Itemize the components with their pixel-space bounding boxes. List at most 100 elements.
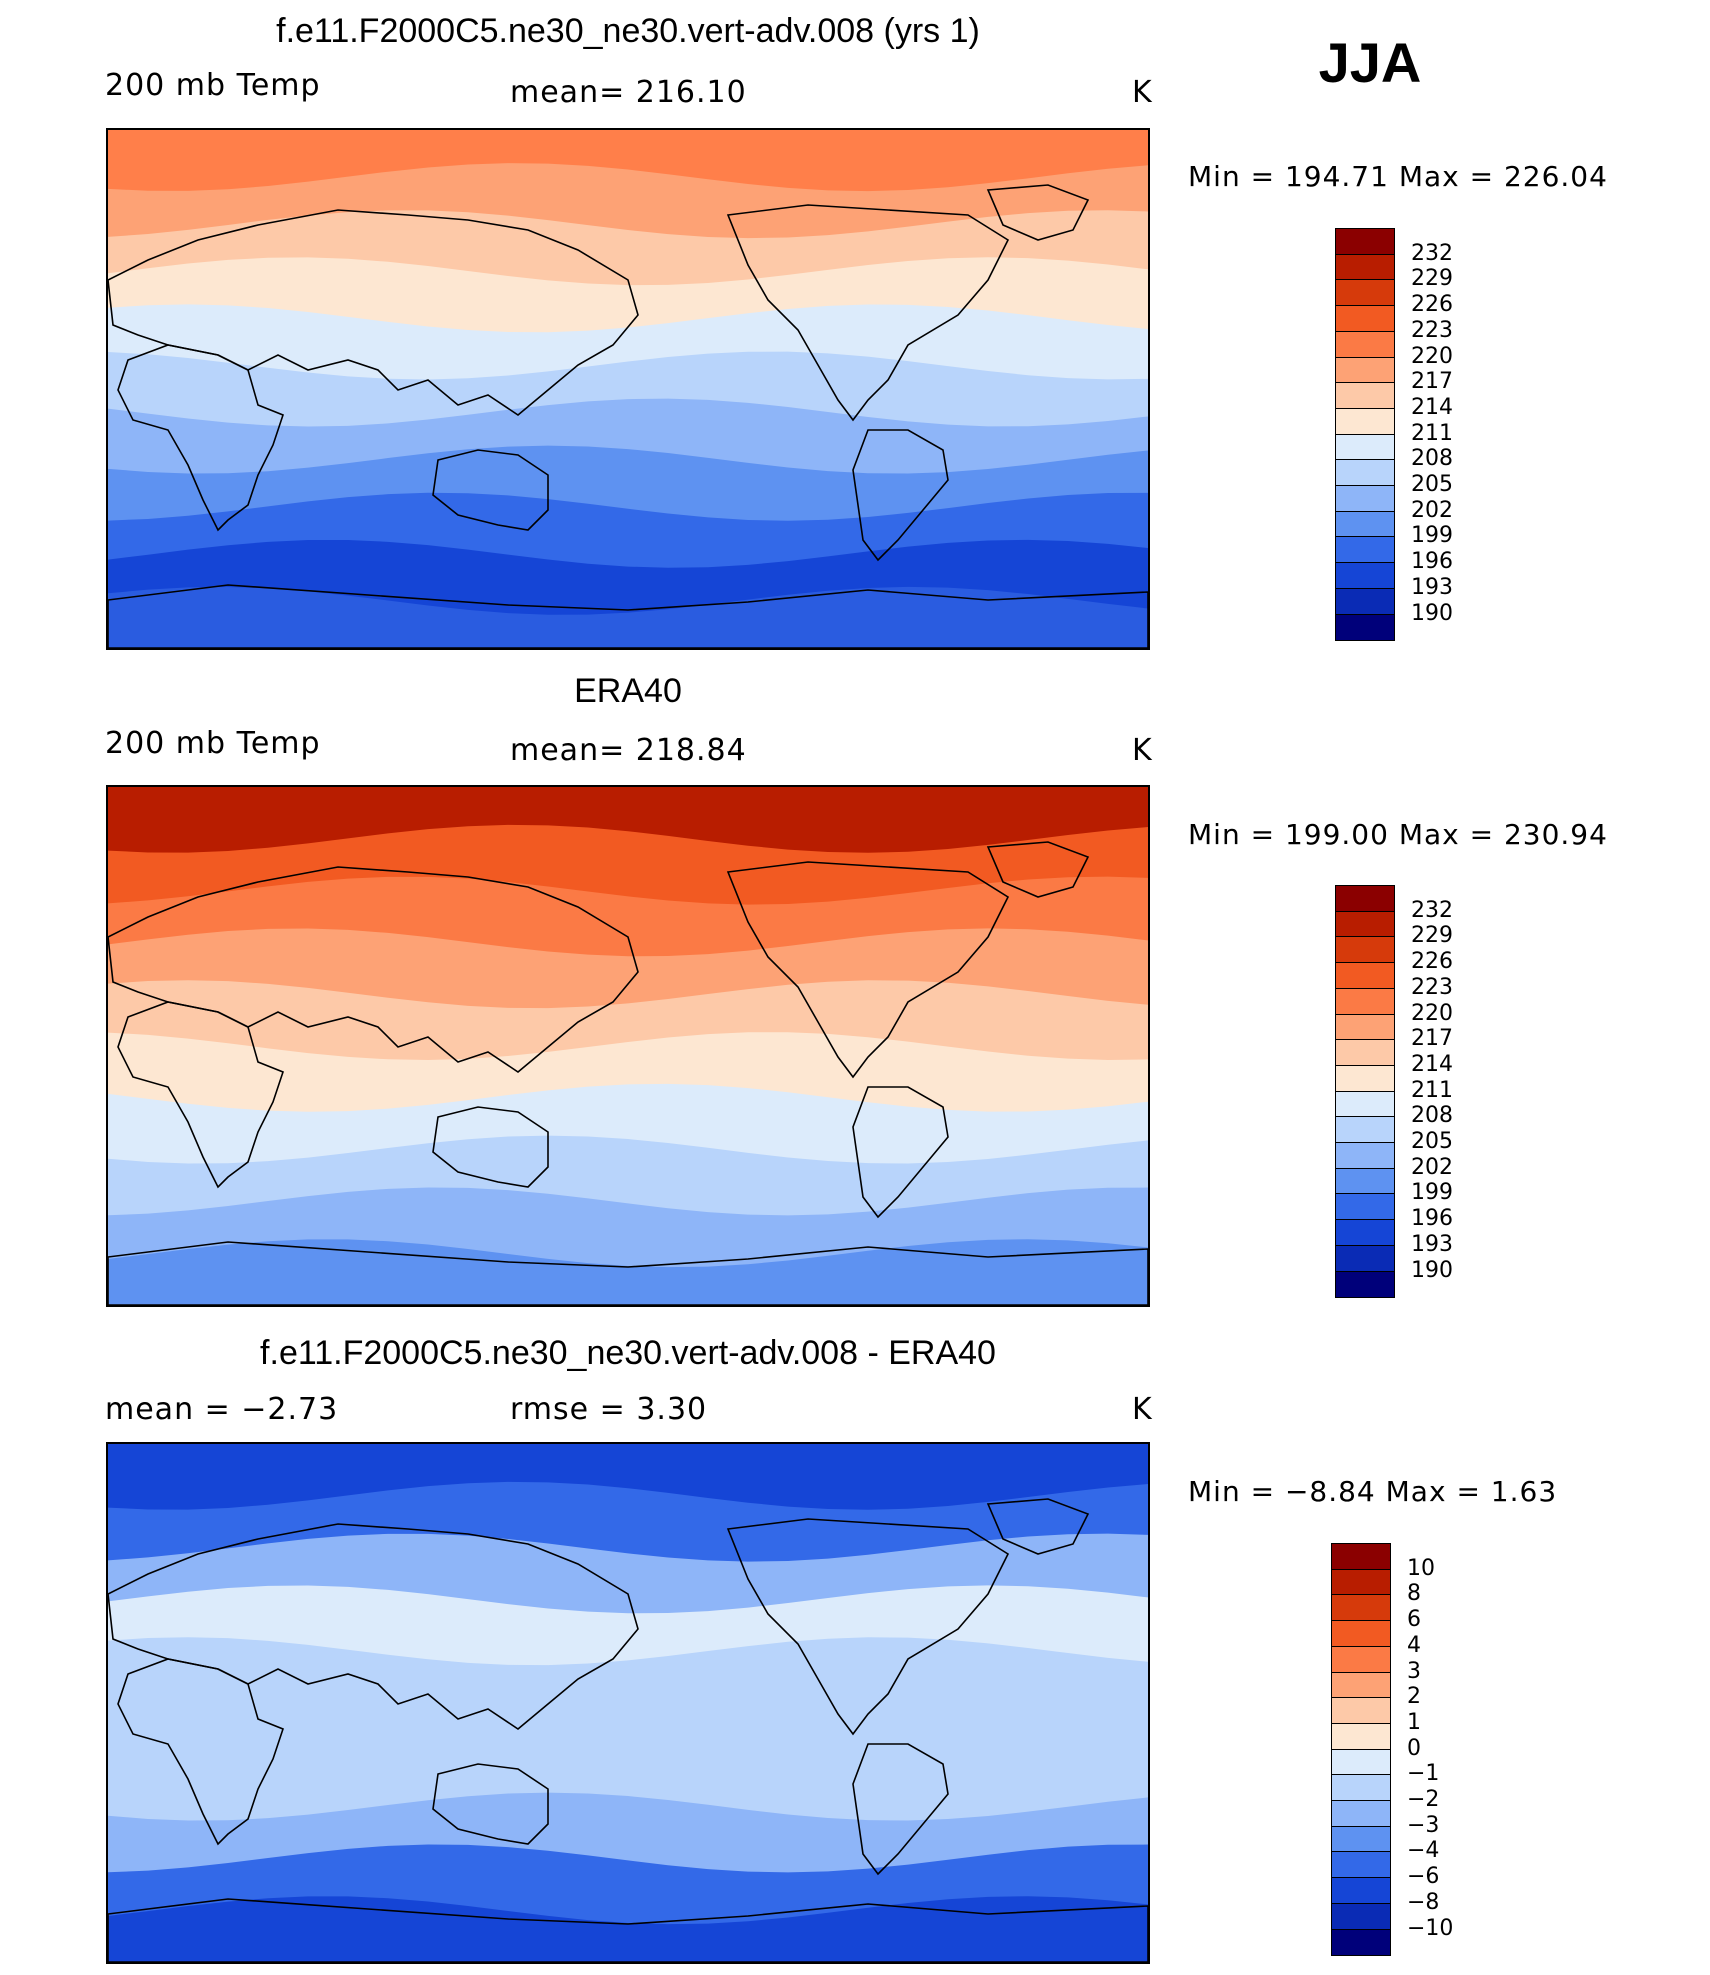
colorbar-tick-label: 2	[1407, 1684, 1421, 1710]
colorbar-swatch	[1335, 433, 1395, 461]
panel-2-map-svg	[108, 787, 1148, 1305]
colorbar-swatch	[1335, 382, 1395, 410]
colorbar-swatch	[1331, 1620, 1391, 1648]
colorbar-tick-label: 199	[1411, 523, 1453, 549]
colorbar-tick-label: 211	[1411, 1077, 1453, 1103]
colorbar-tick-label: 205	[1411, 472, 1453, 497]
colorbar-tick-label: 202	[1411, 497, 1453, 523]
colorbar-tick-label: 208	[1411, 1103, 1453, 1129]
coastline	[726, 861, 1010, 1079]
colorbar-swatch	[1335, 613, 1395, 641]
coastline	[432, 449, 549, 531]
colorbar-tick-label: 208	[1411, 446, 1453, 472]
colorbar-tick-label: −3	[1407, 1812, 1440, 1838]
panel-1-map-svg	[108, 130, 1148, 648]
colorbar-tick-label: 229	[1411, 266, 1453, 292]
colorbar-tick-label: 196	[1411, 549, 1453, 575]
colorbar-swatch	[1331, 1748, 1391, 1776]
colorbar-tick-label: 217	[1411, 1026, 1453, 1052]
panel-3-mean-label: mean = −2.73	[105, 1392, 339, 1427]
colorbar-swatch	[1335, 562, 1395, 590]
colorbar-swatch	[1335, 1013, 1395, 1041]
coastline	[432, 1763, 549, 1845]
contour-band	[108, 1689, 1148, 1771]
colorbar-swatch	[1335, 1064, 1395, 1093]
colorbar-tick-label: 196	[1411, 1206, 1453, 1232]
colorbar-tick-label: 226	[1411, 949, 1453, 975]
colorbar-tick-label: −4	[1407, 1838, 1440, 1864]
colorbar-swatch	[1335, 1244, 1395, 1272]
season-label: JJA	[1318, 31, 1422, 94]
coastline	[108, 209, 639, 416]
panel-2-mean-label: mean= 218.84	[510, 733, 747, 768]
colorbar-swatch	[1335, 1142, 1395, 1170]
colorbar-swatch	[1331, 1543, 1391, 1571]
colorbar-swatch	[1335, 279, 1395, 307]
panel-1-title: f.e11.F2000C5.ne30_ne30.vert-adv.008 (yr…	[276, 12, 980, 50]
panel-2-units: K	[1132, 733, 1153, 768]
colorbar-swatch	[1335, 305, 1395, 333]
coastline	[726, 204, 1010, 422]
colorbar-tick-label: 4	[1407, 1632, 1421, 1658]
panel-1-units: K	[1132, 75, 1153, 110]
contour-band	[108, 1740, 1148, 1823]
coastline	[852, 1743, 949, 1876]
colorbar-swatch	[1335, 1193, 1395, 1221]
colorbar-swatch	[1335, 1270, 1395, 1298]
colorbar-swatch	[1331, 1825, 1391, 1853]
colorbar-tick-label: 217	[1411, 369, 1453, 395]
contour-band	[108, 586, 1148, 648]
colorbar-tick-label: −10	[1407, 1915, 1454, 1941]
colorbar-swatch	[1331, 1594, 1391, 1622]
colorbar-swatch	[1331, 1774, 1391, 1802]
colorbar-tick-label: 223	[1411, 317, 1453, 343]
colorbar-tick-label: 199	[1411, 1180, 1453, 1206]
panel-3-units: K	[1132, 1392, 1153, 1427]
panel-2-variable-label: 200 mb Temp	[105, 726, 321, 761]
colorbar-swatch	[1335, 356, 1395, 384]
colorbar-tick-label: −2	[1407, 1787, 1440, 1812]
colorbar-swatch	[1335, 587, 1395, 615]
panel-2-title: ERA40	[574, 672, 682, 710]
colorbar-swatch	[1335, 1090, 1395, 1118]
panel-3-title: f.e11.F2000C5.ne30_ne30.vert-adv.008 - E…	[260, 1334, 996, 1372]
colorbar-tick-label: 223	[1411, 974, 1453, 1000]
colorbar-swatch	[1335, 885, 1395, 913]
coastline	[108, 1898, 1148, 1962]
colorbar-tick-label: 205	[1411, 1129, 1453, 1154]
colorbar-swatch	[1335, 962, 1395, 990]
panel-1-map	[106, 128, 1150, 650]
colorbar-swatch	[1335, 253, 1395, 281]
colorbar-swatch	[1331, 1851, 1391, 1879]
colorbar-swatch	[1335, 1219, 1395, 1247]
colorbar-tick-label: 1	[1407, 1709, 1421, 1735]
colorbar-tick-label: 193	[1411, 1231, 1453, 1257]
colorbar-swatch	[1335, 330, 1395, 358]
colorbar-tick-label: 10	[1407, 1555, 1435, 1581]
panel-1-mean-label: mean= 216.10	[510, 75, 747, 110]
colorbar-swatch	[1331, 1568, 1391, 1596]
colorbar-swatch	[1335, 510, 1395, 538]
coastline	[108, 584, 1148, 648]
colorbar-tick-label: 214	[1411, 1051, 1453, 1077]
colorbar-swatch	[1331, 1928, 1391, 1956]
coastline	[108, 1241, 1148, 1305]
colorbar-tick-label: 193	[1411, 574, 1453, 600]
panel-3-rmse-label: rmse = 3.30	[510, 1392, 708, 1427]
colorbar-swatch	[1335, 536, 1395, 564]
colorbar-tick-label: 232	[1411, 240, 1453, 266]
colorbar-swatch	[1335, 1039, 1395, 1067]
colorbar-swatch	[1335, 485, 1395, 513]
coastline	[108, 866, 639, 1073]
colorbar-tick-label: 6	[1407, 1607, 1421, 1633]
colorbar-tick-label: 220	[1411, 343, 1453, 369]
colorbar-swatch	[1331, 1645, 1391, 1673]
panel-1-minmax: Min = 194.71 Max = 226.04	[1188, 160, 1608, 193]
colorbar-tick-label: −1	[1407, 1761, 1440, 1787]
colorbar-swatch	[1331, 1877, 1391, 1905]
colorbar-tick-label: 211	[1411, 420, 1453, 446]
coastline	[986, 184, 1090, 241]
colorbar-tick-label: 190	[1411, 600, 1453, 626]
contour-band	[108, 1032, 1148, 1114]
colorbar-tick-label: 214	[1411, 394, 1453, 420]
